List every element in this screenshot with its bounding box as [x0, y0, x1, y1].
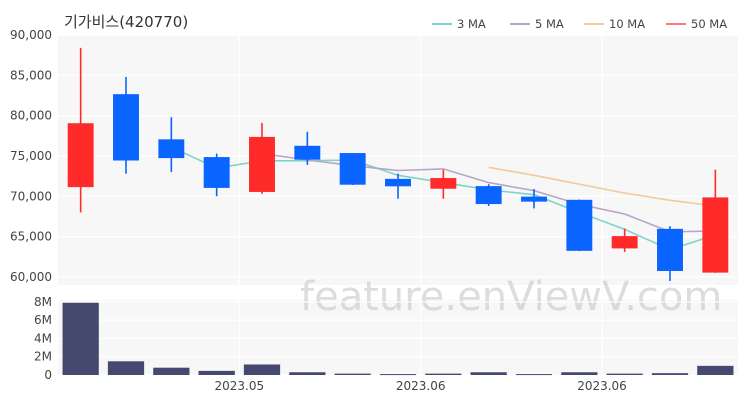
- candle-body: [430, 178, 457, 189]
- volume-bar: [62, 302, 99, 375]
- candle: [611, 228, 638, 252]
- candle-body: [702, 197, 729, 273]
- candle: [657, 226, 683, 281]
- volume-bar: [425, 373, 462, 375]
- candle: [203, 153, 230, 197]
- legend-label: 3 MA: [457, 17, 486, 31]
- candle-body: [475, 186, 502, 205]
- legend-item: 5 MA: [510, 17, 564, 31]
- volume-axis: 0 2M 4M 6M 8M: [34, 295, 52, 382]
- candle: [249, 122, 275, 194]
- volume-tick-label: 4M: [34, 331, 52, 345]
- ma-line-5ma: [261, 152, 716, 233]
- candle-body: [611, 236, 638, 249]
- volume-bar: [470, 372, 507, 375]
- ma-line-10ma: [488, 166, 716, 207]
- volume-bar: [515, 374, 553, 376]
- volume-bar: [289, 372, 326, 375]
- volume-bars: [62, 302, 734, 376]
- candlesticks: [67, 47, 729, 281]
- candle-body: [67, 123, 94, 188]
- volume-bar: [153, 367, 190, 375]
- price-tick-label: 80,000: [10, 109, 52, 123]
- volume-bar: [697, 365, 734, 375]
- legend-label: 10 MA: [609, 17, 645, 31]
- price-tick-label: 65,000: [10, 230, 52, 244]
- legend-item: 50 MA: [666, 17, 727, 31]
- candle: [67, 47, 94, 213]
- price-tick-label: 60,000: [10, 270, 52, 284]
- candle: [566, 199, 593, 252]
- volume-bar: [198, 370, 235, 375]
- volume-bar: [243, 364, 281, 375]
- price-axis: 60,000 65,000 70,000 75,000 80,000 85,000 90,0…: [10, 28, 52, 284]
- volume-bar: [561, 372, 598, 375]
- candle: [385, 173, 411, 199]
- date-tick-label: 2023.06: [577, 379, 627, 393]
- volume-bar: [379, 374, 417, 376]
- candle-body: [158, 139, 185, 159]
- volume-plot-area: [58, 300, 738, 375]
- candle: [702, 169, 729, 273]
- date-tick-label: 2023.06: [396, 379, 446, 393]
- price-tick-label: 70,000: [10, 189, 52, 203]
- candle: [158, 117, 185, 173]
- legend-item: 3 MA: [432, 17, 486, 31]
- volume-tick-label: 0: [44, 368, 52, 382]
- volume-tick-label: 2M: [34, 350, 52, 364]
- volume-bar: [334, 373, 371, 375]
- candle: [339, 153, 366, 185]
- volume-bar: [107, 361, 145, 375]
- candle-body: [113, 94, 139, 161]
- price-tick-label: 75,000: [10, 149, 52, 163]
- candle-body: [657, 228, 683, 271]
- candle: [113, 76, 139, 174]
- candle: [430, 169, 457, 199]
- legend-item: 10 MA: [584, 17, 645, 31]
- watermark-text: feature.enViewV.com: [300, 274, 722, 320]
- volume-bar: [606, 373, 643, 375]
- price-tick-label: 85,000: [10, 68, 52, 82]
- candle-body: [294, 145, 321, 160]
- volume-tick-label: 6M: [34, 313, 52, 327]
- date-tick-label: 2023.05: [215, 379, 265, 393]
- volume-bar: [651, 373, 689, 375]
- legend-label: 5 MA: [535, 17, 564, 31]
- price-tick-label: 90,000: [10, 28, 52, 42]
- candle: [475, 184, 502, 206]
- candle-body: [249, 136, 275, 192]
- legend: 3 MA 5 MA 10 MA 50 MA: [432, 17, 727, 31]
- candle-body: [566, 199, 593, 251]
- chart-title: 기가비스(420770): [64, 13, 188, 31]
- candle-body: [385, 178, 411, 187]
- volume-tick-label: 8M: [34, 295, 52, 309]
- legend-label: 50 MA: [691, 17, 727, 31]
- candle-body: [339, 153, 366, 185]
- candle-body: [521, 196, 547, 202]
- candle-body: [203, 157, 230, 188]
- plot-background: [58, 35, 738, 375]
- candle: [521, 189, 547, 209]
- date-axis: 2023.05 2023.06 2023.06: [215, 379, 627, 393]
- candle: [294, 131, 321, 165]
